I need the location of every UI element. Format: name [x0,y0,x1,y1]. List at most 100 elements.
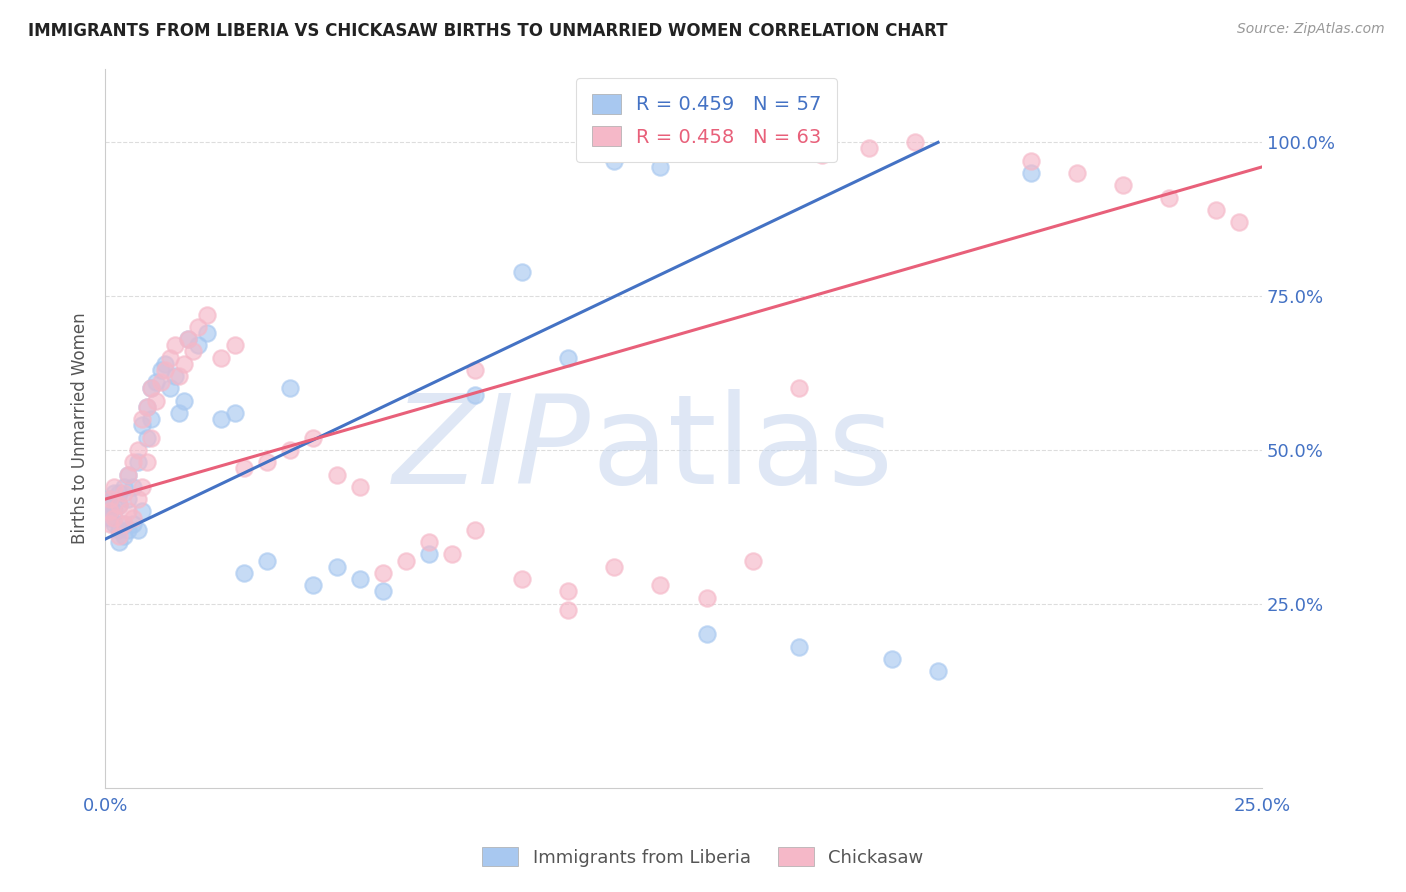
Point [117,467,139,482]
Point [927,665,949,679]
Point [233,566,256,580]
Point [256,554,278,568]
Point [187,319,209,334]
Point [103,486,125,500]
Point [103,480,125,494]
Point [149,363,172,377]
Point [325,559,347,574]
Point [155,357,177,371]
Point [464,387,486,401]
Point [135,431,157,445]
Point [233,461,256,475]
Point [557,584,579,599]
Point [98,498,121,512]
Point [112,480,135,494]
Point [117,467,139,482]
Point [167,406,190,420]
Point [787,640,810,654]
Point [112,516,135,531]
Point [141,412,163,426]
Point [127,492,149,507]
Point [159,351,181,365]
Point [349,572,371,586]
Point [112,486,135,500]
Point [127,442,149,457]
Point [149,376,172,390]
Point [1066,166,1088,180]
Point [103,504,125,518]
Point [108,523,131,537]
Text: IMMIGRANTS FROM LIBERIA VS CHICKASAW BIRTHS TO UNMARRIED WOMEN CORRELATION CHART: IMMIGRANTS FROM LIBERIA VS CHICKASAW BIR… [28,22,948,40]
Y-axis label: Births to Unmarried Women: Births to Unmarried Women [72,312,89,544]
Point [141,381,163,395]
Point [131,480,153,494]
Point [103,510,125,524]
Point [224,406,246,420]
Text: Source: ZipAtlas.com: Source: ZipAtlas.com [1237,22,1385,37]
Point [256,455,278,469]
Point [135,400,157,414]
Point [103,516,125,531]
Point [98,510,121,524]
Point [98,504,121,518]
Point [1112,178,1135,193]
Point [163,338,186,352]
Point [371,566,394,580]
Point [155,363,177,377]
Point [650,160,672,174]
Point [302,578,325,592]
Point [742,554,765,568]
Point [135,455,157,469]
Point [141,431,163,445]
Point [173,357,195,371]
Point [1227,215,1250,229]
Point [177,332,200,346]
Point [325,467,347,482]
Point [349,480,371,494]
Point [159,381,181,395]
Legend: R = 0.459   N = 57, R = 0.458   N = 63: R = 0.459 N = 57, R = 0.458 N = 63 [576,78,838,162]
Point [418,535,440,549]
Point [112,516,135,531]
Point [145,393,167,408]
Legend: Immigrants from Liberia, Chickasaw: Immigrants from Liberia, Chickasaw [475,840,931,874]
Point [195,308,218,322]
Point [696,627,718,641]
Point [127,523,149,537]
Point [122,480,145,494]
Point [811,147,834,161]
Point [209,351,232,365]
Point [122,455,145,469]
Point [127,455,149,469]
Point [696,591,718,605]
Text: ZIP: ZIP [394,390,591,510]
Point [108,498,131,512]
Point [209,412,232,426]
Point [117,504,139,518]
Point [98,492,121,507]
Point [187,338,209,352]
Point [603,153,626,168]
Point [98,516,121,531]
Point [141,381,163,395]
Point [302,431,325,445]
Point [510,572,533,586]
Point [108,486,131,500]
Point [418,548,440,562]
Point [858,141,880,155]
Point [131,504,153,518]
Point [603,559,626,574]
Point [1205,202,1227,217]
Text: atlas: atlas [591,390,893,510]
Point [117,492,139,507]
Point [163,369,186,384]
Point [108,535,131,549]
Point [131,412,153,426]
Point [1019,166,1042,180]
Point [278,381,301,395]
Point [112,529,135,543]
Point [108,498,131,512]
Point [131,418,153,433]
Point [880,652,903,666]
Point [650,578,672,592]
